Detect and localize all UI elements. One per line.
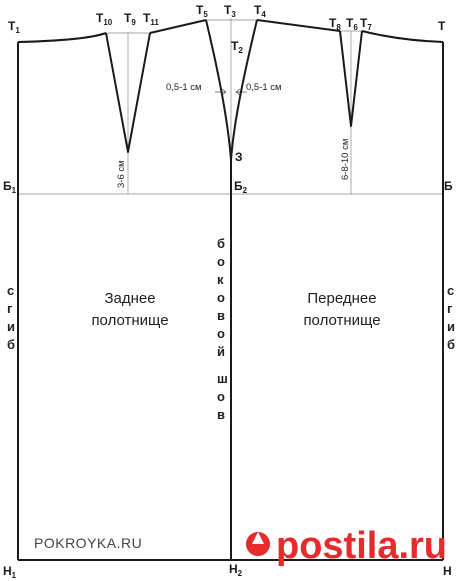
svg-text:б: б xyxy=(7,337,15,352)
back-dart-depth-label: 3-6 см xyxy=(116,160,127,188)
label-H1: Н1 xyxy=(3,564,17,580)
label-T9: Т9 xyxy=(124,11,136,27)
label-T11: Т11 xyxy=(143,11,159,27)
svg-text:и: и xyxy=(7,319,15,334)
label-T2: Т2 xyxy=(231,39,243,55)
label-T4: Т4 xyxy=(254,3,266,19)
label-T6: Т6 xyxy=(346,16,358,32)
front-dart-depth-label: 6-8-10 см xyxy=(340,139,351,180)
svg-text:о: о xyxy=(217,326,225,341)
svg-text:о: о xyxy=(217,254,225,269)
back-waist-to-side xyxy=(149,19,207,34)
site-watermark: POKROYKA.RU xyxy=(34,535,142,551)
measurement-labels: 3-6 см 6-8-10 см 0,5-1 см 0,5-1 см xyxy=(116,82,351,188)
svg-text:о: о xyxy=(217,290,225,305)
svg-text:ш: ш xyxy=(217,371,228,386)
label-T3: Т3 xyxy=(224,3,236,19)
label-T7: Т7 xyxy=(360,16,372,32)
label-B2: Б2 xyxy=(234,179,248,195)
back-panel-line2: полотнище xyxy=(91,312,168,329)
pattern-outline xyxy=(17,19,444,561)
fold-label-right: с г и б xyxy=(447,283,455,352)
svg-text:в: в xyxy=(217,407,225,422)
label-B1: Б1 xyxy=(3,179,17,195)
label-B: Б xyxy=(444,179,453,193)
fold-label-left: с г и б xyxy=(7,283,15,352)
svg-text:и: и xyxy=(447,319,455,334)
label-Z: З xyxy=(235,150,243,164)
side-left-label: 0,5-1 см xyxy=(166,82,202,93)
label-T1: Т1 xyxy=(8,19,20,35)
point-labels: Т1 Т10 Т9 Т11 Т5 Т3 Т4 Т2 Т8 Т6 Т7 Т З Б… xyxy=(3,3,453,580)
svg-text:с: с xyxy=(7,283,14,298)
front-dart xyxy=(339,30,363,127)
front-panel-line1: Переднее xyxy=(307,290,376,307)
side-right-label: 0,5-1 см xyxy=(246,82,282,93)
svg-text:с: с xyxy=(447,283,454,298)
svg-text:к: к xyxy=(217,272,224,287)
side-seam-back xyxy=(205,19,232,161)
label-H: Н xyxy=(443,564,452,578)
label-T10: Т10 xyxy=(96,11,113,27)
svg-text:о: о xyxy=(217,389,225,404)
label-H2: Н2 xyxy=(229,562,243,578)
back-waist-curve xyxy=(17,32,107,43)
front-panel-line2: полотнище xyxy=(303,312,380,329)
back-dart xyxy=(105,32,151,153)
postila-brand-text: postila.ru xyxy=(276,525,447,567)
front-waist-to-dart xyxy=(256,19,341,32)
side-seam-front xyxy=(230,19,258,161)
side-seam-label: б о к о в о й ш о в xyxy=(217,236,228,422)
svg-text:г: г xyxy=(447,301,453,316)
postila-logo[interactable]: postila.ru xyxy=(246,525,447,567)
back-panel-line1: Заднее xyxy=(104,290,155,307)
svg-text:г: г xyxy=(7,301,13,316)
panel-labels: Заднее полотнище Переднее полотнище xyxy=(91,290,380,329)
label-T: Т xyxy=(438,19,446,33)
front-waist-curve xyxy=(361,30,444,43)
svg-text:й: й xyxy=(217,344,225,359)
svg-text:б: б xyxy=(447,337,455,352)
svg-text:б: б xyxy=(217,236,225,251)
label-T5: Т5 xyxy=(196,3,208,19)
label-T8: Т8 xyxy=(329,16,341,32)
svg-text:в: в xyxy=(217,308,225,323)
